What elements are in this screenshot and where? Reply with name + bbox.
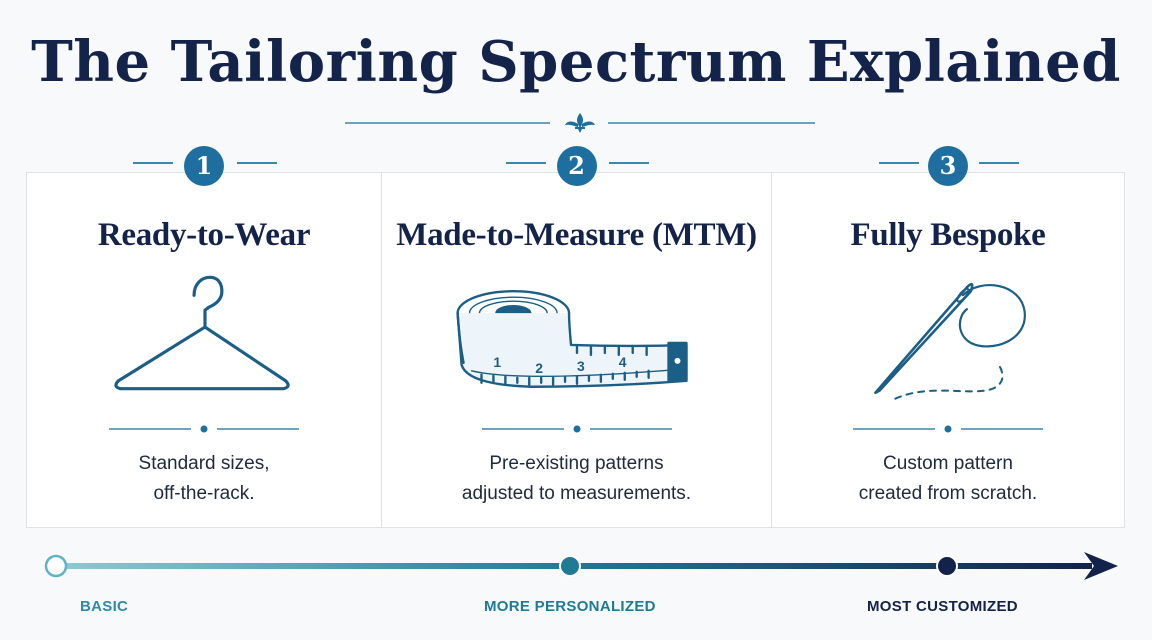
- panel-fully-bespoke: 3 Fully Bespoke Custom pattern created f…: [771, 146, 1125, 528]
- spectrum-bar: [44, 552, 1118, 580]
- spectrum-marker-basic: [44, 554, 68, 578]
- panel-description: Standard sizes, off-the-rack.: [138, 453, 270, 504]
- spectrum-label-customized: MOST CUSTOMIZED: [867, 598, 1018, 615]
- measuring-tape-icon: 1 2 3 4: [456, 290, 688, 388]
- hanger-icon: [114, 275, 290, 391]
- title-ornament: [345, 113, 815, 133]
- step-number: 1: [184, 146, 224, 186]
- panel-heading: Made-to-Measure (MTM): [396, 217, 757, 253]
- panel-made-to-measure: 2 Made-to-Measure (MTM): [381, 146, 772, 528]
- panel-heading: Ready-to-Wear: [97, 217, 311, 253]
- step-badge-3: 3: [772, 146, 1124, 195]
- step-badge-1: 1: [27, 146, 381, 195]
- divider: [853, 425, 1043, 433]
- page-title: The Tailoring Spectrum Explained: [31, 29, 1121, 95]
- fleur-ornament-icon: [565, 113, 595, 133]
- divider: [109, 425, 299, 433]
- panel-heading: Fully Bespoke: [850, 217, 1046, 253]
- panel-ready-to-wear: 1 Ready-to-Wear Standard sizes, off-the-…: [26, 146, 382, 528]
- spectrum-marker-personalized: [559, 555, 581, 577]
- step-number: 2: [556, 146, 597, 186]
- spectrum-label-basic: BASIC: [80, 598, 129, 615]
- divider: [481, 425, 672, 433]
- tape-mark-3: 3: [577, 358, 585, 374]
- tape-mark-2: 2: [535, 360, 543, 376]
- tape-mark-4: 4: [619, 354, 627, 370]
- tape-mark-1: 1: [493, 354, 501, 370]
- panel-description: Pre-existing patterns adjusted to measur…: [461, 453, 692, 504]
- spectrum-arrow-icon: [1084, 552, 1118, 580]
- panel-description: Custom pattern created from scratch.: [858, 453, 1038, 504]
- needle-thread-icon: [874, 282, 1026, 400]
- spectrum-label-personalized: MORE PERSONALIZED: [484, 598, 656, 615]
- spectrum-marker-customized: [936, 555, 958, 577]
- step-number: 3: [928, 146, 968, 186]
- step-badge-2: 2: [382, 146, 771, 195]
